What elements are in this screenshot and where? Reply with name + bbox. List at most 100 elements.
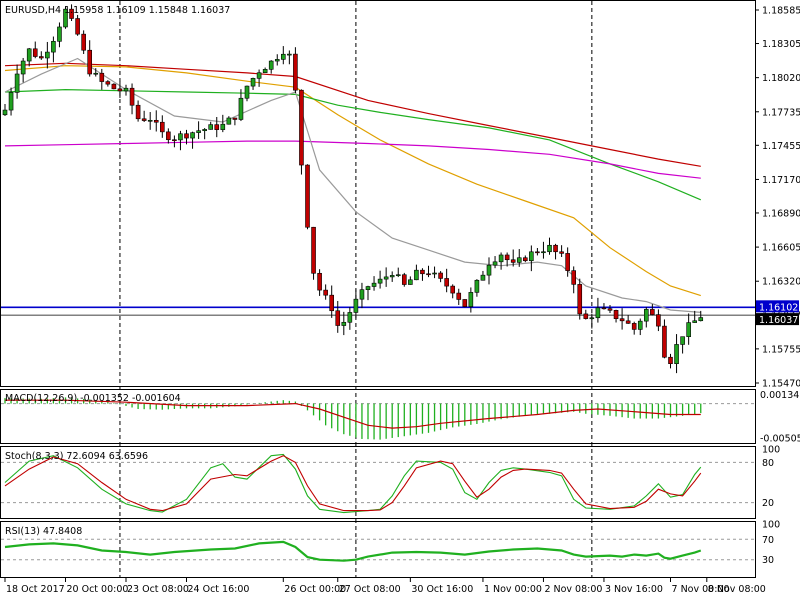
- candle-body: [14, 73, 20, 93]
- candle-body: [529, 251, 534, 262]
- candle-body: [117, 88, 123, 92]
- price-tick-label: 1.16605: [762, 243, 800, 254]
- candle-body: [383, 276, 389, 280]
- macd-indicator: [1, 397, 755, 440]
- candle-body: [184, 133, 189, 139]
- candle-body: [389, 275, 395, 278]
- time-tick-label: 3 Nov 16:00: [605, 584, 663, 595]
- rsi-tick-label: 30: [762, 555, 774, 566]
- candle-body: [365, 286, 371, 290]
- candle-body: [305, 164, 310, 228]
- candle-body: [51, 41, 56, 53]
- stoch-signal-line: [4, 455, 702, 512]
- candle-body: [329, 294, 335, 312]
- candle-body: [63, 8, 68, 28]
- moving-average-line: [4, 140, 701, 179]
- candle-body: [135, 104, 141, 120]
- candle-body: [226, 117, 232, 125]
- candle-body: [377, 278, 383, 284]
- candle-body: [196, 130, 201, 133]
- macd-label: MACD(12,26,9) -0.001352 -0.001604: [5, 393, 181, 404]
- day-separator-lines: [119, 1, 593, 577]
- candle-body: [456, 292, 462, 300]
- candle-body: [317, 272, 322, 291]
- candle-body: [516, 257, 522, 263]
- candle-body: [299, 89, 304, 166]
- candle-body: [432, 272, 437, 275]
- candle-body: [311, 226, 316, 274]
- price-tick-label: 1.17455: [762, 141, 800, 152]
- candle-body: [686, 322, 691, 337]
- time-tick-label: 30 Oct 16:00: [411, 584, 473, 595]
- macd-signal-line: [5, 399, 701, 429]
- candle-body: [625, 320, 631, 324]
- rsi-label: RSI(13) 47.8408: [5, 526, 82, 537]
- candle-body: [141, 118, 147, 121]
- candle-body: [492, 261, 498, 266]
- candle-body: [371, 282, 377, 287]
- candle-body: [280, 53, 286, 60]
- stoch-tick-label: 80: [762, 458, 774, 469]
- stoch-label: Stoch(8,3,3) 72.6094 63.6596: [5, 451, 148, 462]
- candle-body: [341, 321, 347, 326]
- candle-body: [426, 273, 431, 276]
- candle-body: [438, 272, 443, 279]
- price-tick-label: 1.15755: [762, 344, 800, 355]
- macd-tick-label: -0.005056: [760, 433, 800, 444]
- candle-body: [57, 26, 62, 42]
- candle-body: [20, 60, 26, 75]
- bid-price-tag-label: 1.16037: [759, 315, 798, 326]
- candle-body: [81, 33, 86, 51]
- candle-body: [535, 251, 540, 254]
- stoch-tick-label: 100: [762, 445, 780, 456]
- level-price-tag: [756, 300, 799, 313]
- candle-body: [69, 8, 74, 19]
- candle-body: [692, 320, 698, 323]
- candle-body: [38, 56, 44, 59]
- candle-body: [662, 325, 667, 358]
- time-tick-label: 20 Oct 00:00: [67, 584, 129, 595]
- candle-body: [650, 309, 655, 315]
- rsi-tick-label: 70: [762, 535, 774, 546]
- time-tick-label: 8 Nov 08:00: [708, 584, 766, 595]
- candle-body: [698, 317, 704, 322]
- price-tick-label: 1.15470: [762, 379, 800, 390]
- candle-body: [408, 279, 413, 285]
- candle-body: [208, 124, 213, 130]
- candle-body: [250, 78, 256, 87]
- candle-body: [262, 69, 268, 74]
- candle-body: [553, 244, 558, 253]
- candle-body: [347, 312, 353, 323]
- candle-body: [160, 121, 165, 133]
- candle-body: [420, 269, 425, 275]
- candle-body: [595, 307, 601, 319]
- candle-body: [99, 72, 105, 82]
- candle-body: [559, 251, 564, 254]
- candle-body: [486, 264, 492, 276]
- candle-body: [26, 48, 32, 62]
- candle-body: [45, 51, 50, 59]
- candle-body: [287, 53, 292, 56]
- price-tick-label: 1.18020: [762, 73, 800, 84]
- main-overlay-lines: [1, 306, 755, 316]
- candle-body: [589, 317, 595, 320]
- rsi-pane-frame: [0, 521, 756, 578]
- candle-body: [607, 308, 613, 311]
- candle-body: [220, 123, 226, 130]
- rsi-indicator: [1, 538, 755, 562]
- main-pane-frame: [0, 0, 756, 387]
- candle-body: [147, 119, 153, 122]
- price-tick-label: 1.18305: [762, 39, 800, 50]
- moving-average-line: [4, 57, 701, 313]
- candle-body: [129, 87, 135, 106]
- candle-body: [565, 253, 570, 271]
- candle-body: [111, 83, 117, 90]
- candle-body: [547, 244, 552, 253]
- candle-body: [674, 344, 679, 364]
- candle-body: [583, 313, 589, 319]
- candle-body: [274, 59, 280, 62]
- candle-body: [359, 289, 365, 300]
- moving-average-line: [4, 65, 701, 297]
- candle-body: [166, 131, 171, 141]
